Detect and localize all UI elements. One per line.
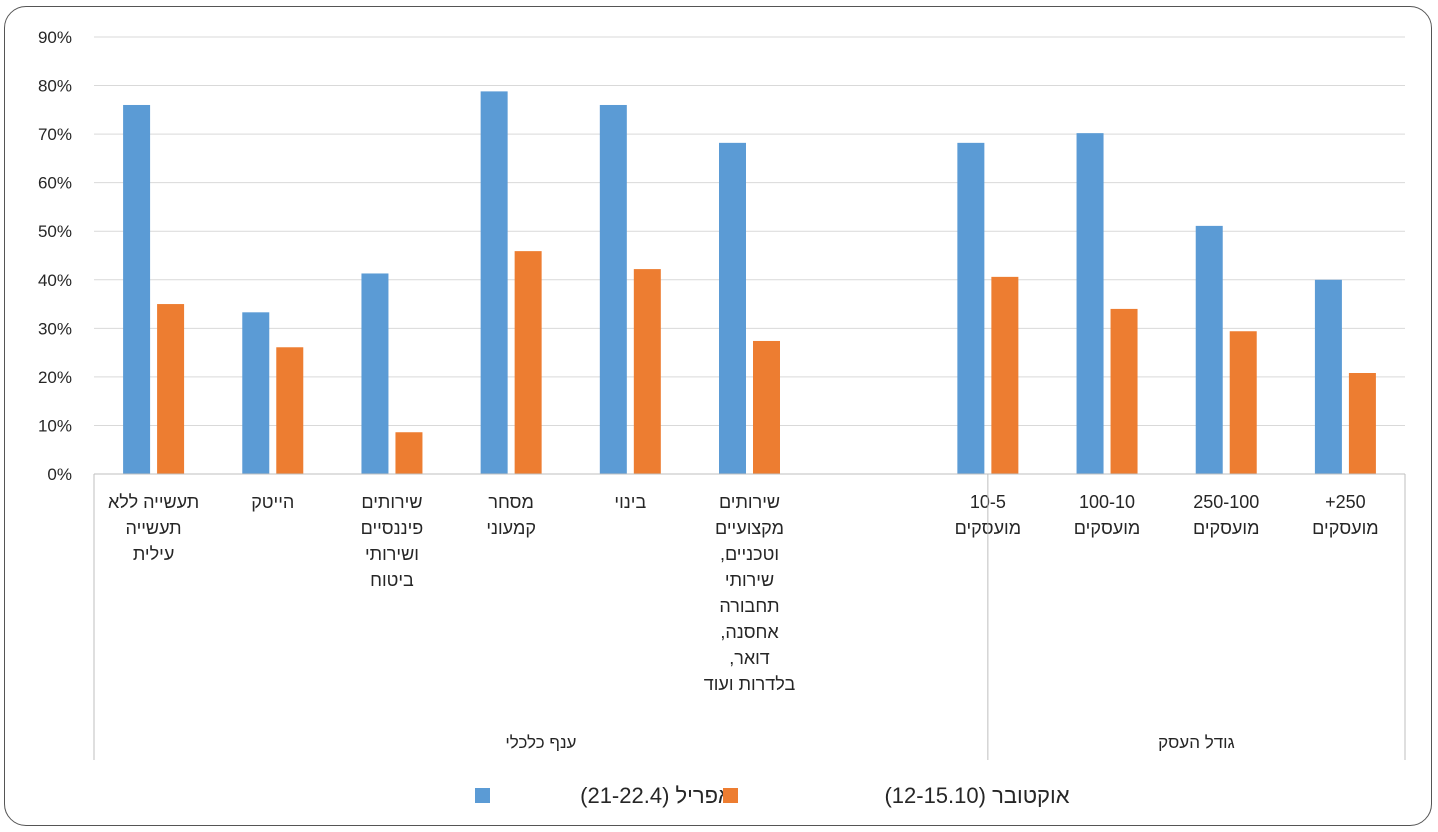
y-tick-label: 80%	[38, 77, 72, 96]
category-label: הייטק	[251, 492, 294, 512]
bar-april	[957, 142, 985, 474]
bar-april	[719, 142, 746, 474]
category-label: עילית	[133, 544, 174, 564]
y-tick-label: 10%	[38, 416, 72, 435]
bar-april	[480, 91, 508, 474]
category-label: מקצועיים	[715, 518, 784, 538]
y-tick-label: 70%	[38, 125, 72, 144]
category-label: בלדרות ועוד	[704, 674, 796, 694]
y-tick-label: 20%	[38, 368, 72, 387]
category-label: ביטוח	[370, 570, 414, 590]
category-label: דואר,	[729, 648, 770, 668]
bar-april	[1195, 225, 1223, 474]
category-label: 100-10	[1079, 492, 1135, 512]
category-label: מועסקים	[1193, 518, 1259, 538]
legend: אפריל (21-22.4) אוקטובר (12-15.10)	[475, 783, 1070, 808]
bar-october	[514, 251, 542, 474]
bars	[123, 91, 1376, 474]
category-label: מועסקים	[1074, 518, 1140, 538]
category-label: פיננסיים	[361, 518, 424, 538]
group-label: גודל העסק	[1158, 733, 1235, 752]
category-label: וטכניים,	[720, 544, 779, 564]
category-label: תעשייה ללא	[108, 492, 199, 512]
category-label: בינוי	[614, 492, 646, 512]
bar-april	[599, 104, 627, 474]
y-axis: 0% 10% 20% 30% 40% 50% 60% 70% 80% 90%	[38, 28, 72, 484]
y-tick-label: 0%	[47, 465, 72, 484]
bar-october	[753, 340, 780, 474]
bar-october	[276, 347, 304, 474]
bar-october	[633, 269, 661, 474]
bar-october	[157, 304, 185, 474]
bar-october	[991, 276, 1019, 474]
y-tick-label: 90%	[38, 28, 72, 47]
category-label: 250-100	[1193, 492, 1259, 512]
bar-april	[123, 104, 151, 474]
category-label: שירותים	[361, 492, 422, 512]
bar-october	[1348, 373, 1376, 474]
legend-swatch	[475, 788, 490, 803]
legend-label: אפריל (21-22.4)	[580, 783, 732, 808]
y-tick-label: 30%	[38, 319, 72, 338]
bar-april	[1314, 279, 1342, 474]
category-label: שירותים	[719, 492, 780, 512]
bar-april	[361, 273, 389, 474]
bar-october	[1229, 331, 1257, 474]
gridlines	[94, 36, 1405, 426]
category-label: תעשייה	[126, 518, 182, 538]
bar-october	[1110, 308, 1138, 474]
category-label: מסחר	[488, 492, 533, 512]
y-tick-label: 60%	[38, 174, 72, 193]
y-tick-label: 40%	[38, 271, 72, 290]
category-label: אחסנה,	[720, 622, 779, 642]
category-label: קמעוני	[486, 518, 536, 538]
bar-april	[242, 312, 270, 474]
category-label: 250+	[1325, 492, 1366, 512]
category-label: תחבורה	[719, 596, 779, 616]
legend-swatch	[723, 788, 738, 803]
bar-april	[1076, 133, 1104, 474]
legend-label: אוקטובר (12-15.10)	[884, 783, 1069, 808]
x-axis: תעשייה ללא תעשייה עילית הייטק שירותים פיננסיי…	[93, 473, 1406, 760]
category-label: מועסקים	[1312, 518, 1378, 538]
y-tick-label: 50%	[38, 222, 72, 241]
chart-frame	[4, 6, 1432, 826]
category-label: ושירותי	[365, 544, 419, 564]
category-label: שירותי	[725, 570, 774, 590]
bar-october	[395, 432, 423, 474]
group-label: ענף כלכלי	[505, 733, 576, 752]
